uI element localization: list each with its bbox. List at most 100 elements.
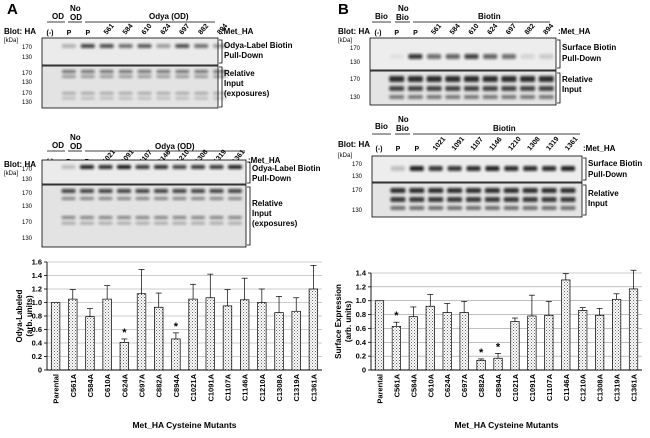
lane-label: P: [85, 30, 90, 37]
marker-170: 170: [352, 188, 363, 194]
header-group: Odya (OD): [155, 142, 195, 151]
bands: [390, 166, 575, 171]
lane-label: P: [413, 30, 418, 37]
construct-label: :Met_HA: [221, 27, 254, 36]
band: [61, 70, 76, 73]
category-label: C561A: [392, 373, 401, 397]
band: [538, 76, 554, 82]
band: [485, 166, 500, 171]
kda-label: [kDa]: [338, 38, 352, 44]
band: [464, 54, 479, 59]
band: [175, 97, 190, 100]
bands: [61, 189, 242, 225]
band: [156, 97, 171, 100]
band: [428, 206, 444, 210]
band: [523, 166, 538, 171]
y-tick-label: 0.6: [32, 325, 42, 334]
lane-label: 561: [430, 23, 443, 37]
right-label-bottom: (exposures): [252, 219, 298, 228]
lane-label: 561: [103, 23, 116, 37]
band: [191, 216, 205, 219]
band: [118, 92, 133, 95]
bar: [510, 321, 520, 371]
marker-130: 130: [350, 95, 361, 101]
band: [117, 165, 131, 169]
lane-label: 624: [160, 23, 173, 37]
band: [228, 216, 242, 219]
bar: [308, 288, 319, 371]
y-tick-label: 0: [38, 366, 42, 375]
y-tick-label: 0.4: [32, 339, 43, 348]
header-od: OD: [52, 141, 64, 150]
bar: [527, 315, 537, 371]
x-axis-label: Met_HA Cysteine Mutants: [132, 420, 236, 430]
construct-label: :Met_HA: [558, 27, 591, 36]
band: [98, 222, 113, 225]
band: [389, 76, 405, 82]
lane-label: 1107: [470, 136, 485, 152]
band: [522, 197, 538, 202]
lane-label: 624: [486, 23, 499, 37]
band: [466, 206, 481, 210]
band: [560, 206, 576, 210]
band: [501, 86, 517, 91]
band: [99, 75, 114, 78]
category-label: C1091A: [528, 373, 537, 401]
band: [61, 197, 76, 200]
band: [228, 189, 242, 193]
band: [194, 92, 209, 95]
band: [80, 165, 94, 169]
band: [466, 188, 481, 193]
right-label-top: Pull-Down: [562, 54, 601, 63]
band: [117, 216, 131, 219]
band: [118, 44, 133, 48]
kda-label: [kDa]: [338, 153, 352, 159]
category-label: C1361A: [630, 373, 639, 401]
band: [389, 86, 405, 91]
category-label: C1146A: [562, 373, 571, 401]
significance-marker: *: [479, 347, 484, 359]
lane-label: 882: [197, 23, 210, 37]
bar: [102, 298, 112, 371]
band: [172, 197, 187, 200]
band: [80, 97, 95, 100]
band: [228, 222, 242, 225]
band: [520, 86, 536, 91]
band: [61, 92, 76, 95]
band: [539, 54, 554, 59]
band: [522, 188, 538, 193]
header-no: No: [398, 4, 409, 13]
band: [504, 166, 519, 171]
band: [542, 166, 557, 171]
y-tick-label: 0.6: [356, 324, 366, 333]
bar: [544, 314, 554, 371]
category-label: C561A: [69, 373, 78, 397]
right-label-bottom: Input: [588, 199, 608, 208]
band: [172, 189, 187, 193]
lane-label: P: [396, 146, 401, 153]
category-label: C1107A: [545, 373, 554, 401]
lane-label: P: [414, 146, 419, 153]
bar: [408, 316, 418, 371]
bar: [222, 305, 233, 371]
blot-label: Blot: HA: [338, 140, 370, 149]
marker-130: 130: [350, 60, 361, 66]
y-axis-label-line: Surface Expression: [334, 284, 343, 359]
header-no: No: [70, 4, 81, 13]
significance-marker: *: [394, 310, 399, 322]
category-label: Parental: [375, 374, 384, 404]
band: [407, 76, 423, 82]
band: [175, 75, 190, 78]
band: [428, 188, 444, 193]
bar: [68, 298, 78, 371]
right-label-top: Pull-Down: [224, 51, 263, 60]
band: [409, 206, 425, 210]
kda-label: [kDa]: [4, 38, 18, 44]
category-label: C1308A: [596, 373, 605, 401]
lane-label: (-): [376, 146, 383, 153]
construct-label: :Met_HA: [248, 156, 281, 165]
right-label-bottom: Input: [252, 209, 272, 218]
bar: [493, 357, 503, 371]
band: [538, 86, 554, 91]
category-label: C610A: [103, 373, 112, 397]
